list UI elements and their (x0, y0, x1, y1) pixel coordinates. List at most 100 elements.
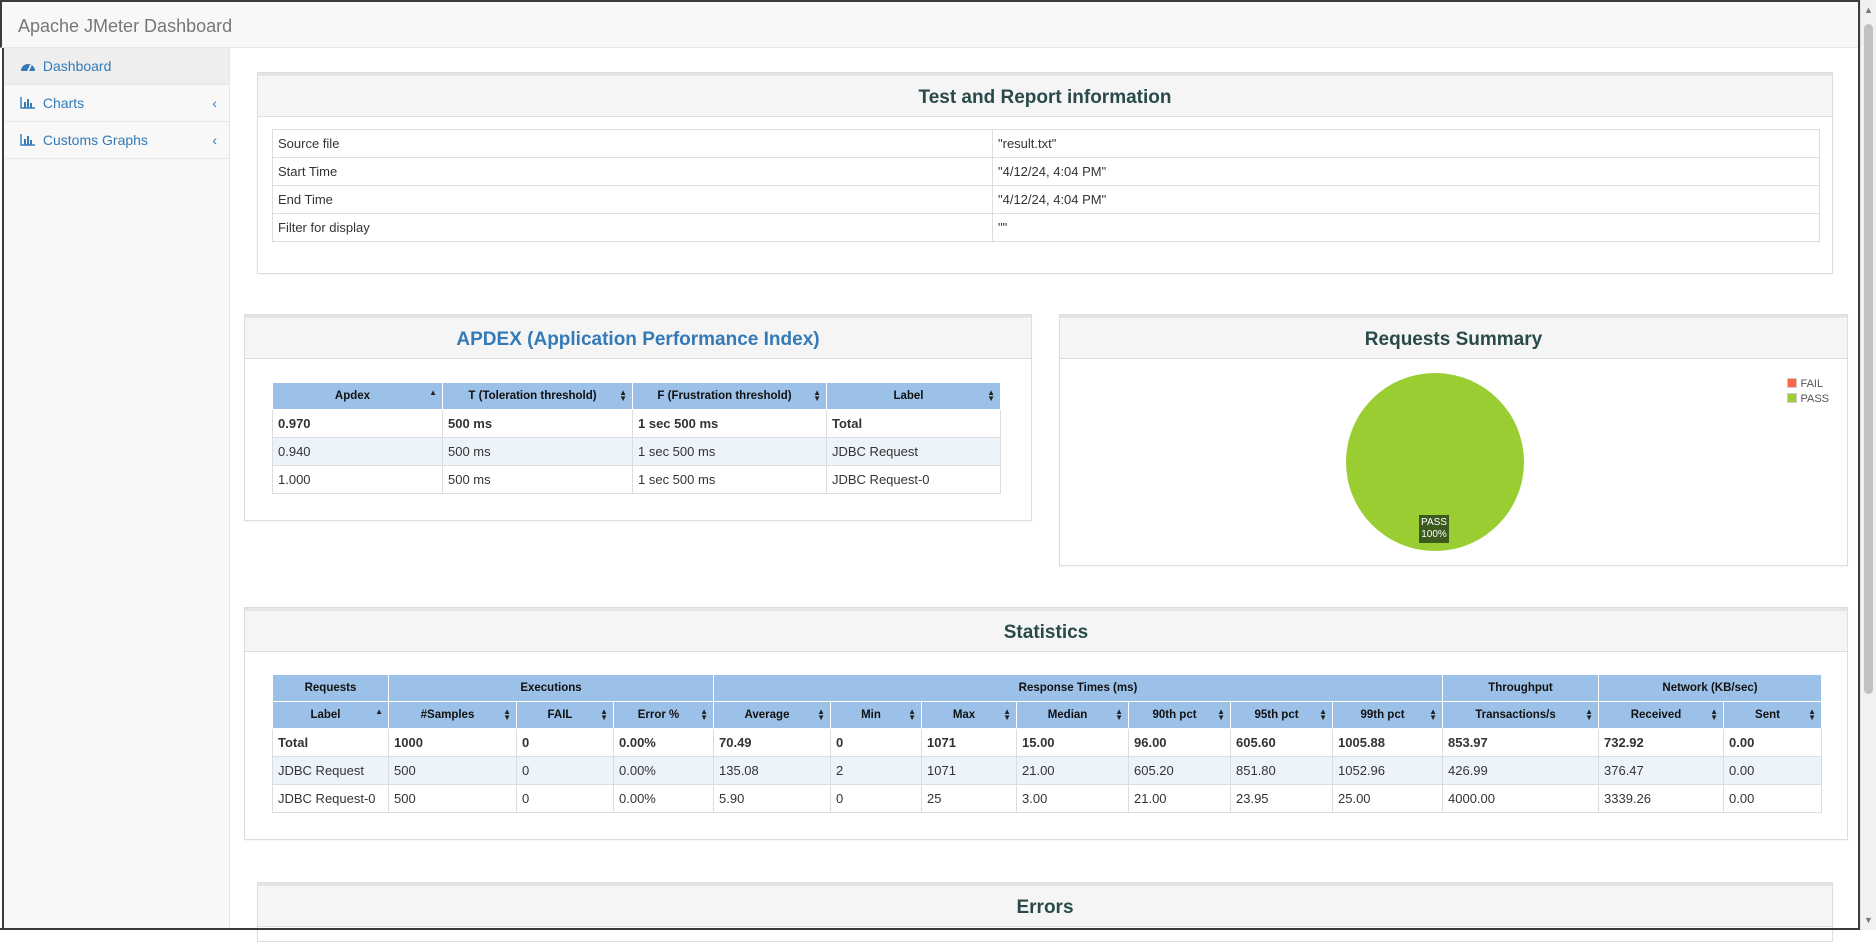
requests-summary-panel: Requests Summary PASS 100% FAIL PASS (1059, 314, 1848, 566)
sort-icon: ▲ ▼ (1429, 707, 1437, 722)
table-cell: Total (826, 409, 1001, 438)
table-cell: 1052.96 (1332, 756, 1443, 785)
sort-icon: ▲ ▼ (908, 707, 916, 722)
sort-icon: ▲ ▼ (1808, 707, 1816, 722)
column-header[interactable]: Median ▲ ▼ (1016, 701, 1129, 729)
column-header[interactable]: Transactions/s ▲ ▼ (1442, 701, 1599, 729)
panel-title: Test and Report information (258, 73, 1832, 117)
table-cell: 2 (830, 756, 922, 785)
scrollbar-thumb[interactable] (1864, 24, 1873, 694)
table-cell: 605.60 (1230, 728, 1333, 757)
table-cell: 5.90 (713, 784, 831, 813)
pie-data-label: PASS 100% (1419, 515, 1449, 543)
scroll-down-icon[interactable]: ▼ (1864, 915, 1873, 925)
column-header[interactable]: 99th pct ▲ ▼ (1332, 701, 1443, 729)
sidebar-item-label: Charts (42, 95, 85, 111)
chart-legend: FAIL PASS (1787, 377, 1829, 407)
table-cell: JDBC Request (826, 437, 1001, 466)
table-row: 0.970 500 ms 1 sec 500 ms Total (272, 409, 1001, 438)
panel-title: Statistics (245, 608, 1847, 652)
table-cell: 0.00% (613, 784, 714, 813)
column-header[interactable]: F (Frustration threshold) ▲ ▼ (632, 382, 827, 410)
info-value: "" (992, 213, 1820, 242)
table-row: 0.940 500 ms 1 sec 500 ms JDBC Request (272, 437, 1001, 466)
column-header[interactable]: Sent ▲ ▼ (1723, 701, 1822, 729)
column-header[interactable]: Apdex ▲ (272, 382, 443, 410)
pie-slice-pass[interactable] (1346, 373, 1524, 551)
table-cell: 500 ms (442, 465, 633, 494)
legend-item-pass[interactable]: PASS (1787, 392, 1829, 407)
table-header-row: Apdex ▲ T (Toleration threshold) ▲ ▼ F (Fru… (272, 382, 1001, 410)
column-header[interactable]: Label ▲ (272, 701, 389, 729)
window-border (0, 928, 1860, 930)
column-header[interactable]: Label ▲ ▼ (826, 382, 1001, 410)
sidebar-item-charts[interactable]: Charts ‹ (4, 85, 229, 122)
table-cell: 25 (921, 784, 1017, 813)
table-cell: 500 (388, 784, 517, 813)
sort-icon: ▲ ▼ (1115, 707, 1123, 722)
bar-chart-icon (20, 97, 35, 109)
column-header[interactable]: 95th pct ▲ ▼ (1230, 701, 1333, 729)
sort-icon: ▲ ▼ (1585, 707, 1593, 722)
column-header[interactable]: Error % ▲ ▼ (613, 701, 714, 729)
sidebar-item-dashboard[interactable]: Dashboard (4, 48, 229, 85)
table-cell: 1000 (388, 728, 517, 757)
table-cell: 1 sec 500 ms (632, 409, 827, 438)
sidebar-item-label: Dashboard (42, 58, 112, 74)
table-cell: 376.47 (1598, 756, 1724, 785)
top-navbar: Apache JMeter Dashboard (0, 0, 1860, 48)
column-header[interactable]: Received ▲ ▼ (1598, 701, 1724, 729)
column-header[interactable]: #Samples ▲ ▼ (388, 701, 517, 729)
sort-asc-icon: ▲ (429, 388, 437, 397)
group-header: Throughput (1442, 674, 1599, 702)
table-cell: 500 ms (442, 409, 633, 438)
scroll-up-icon[interactable]: ▲ (1864, 5, 1873, 15)
table-cell: 0 (830, 728, 922, 757)
vertical-scrollbar[interactable]: ▲ ▼ (1860, 0, 1876, 930)
info-value: "4/12/24, 4:04 PM" (992, 185, 1820, 214)
column-header[interactable]: FAIL ▲ ▼ (516, 701, 614, 729)
table-cell: 851.80 (1230, 756, 1333, 785)
table-cell: 1071 (921, 756, 1017, 785)
table-row: Start Time "4/12/24, 4:04 PM" (272, 157, 1820, 186)
column-header[interactable]: 90th pct ▲ ▼ (1128, 701, 1231, 729)
table-cell: 732.92 (1598, 728, 1724, 757)
sort-icon: ▲ ▼ (700, 707, 708, 722)
sidebar-item-label: Customs Graphs (42, 132, 148, 148)
table-cell: 4000.00 (1442, 784, 1599, 813)
sort-icon: ▲ ▼ (987, 388, 995, 403)
table-row: Source file "result.txt" (272, 129, 1820, 158)
chevron-left-icon[interactable]: ‹ (212, 132, 217, 148)
table-cell: 605.20 (1128, 756, 1231, 785)
table-cell: 3.00 (1016, 784, 1129, 813)
panel-title: Errors (258, 883, 1832, 927)
column-header[interactable]: Max ▲ ▼ (921, 701, 1017, 729)
column-header[interactable]: Average ▲ ▼ (713, 701, 831, 729)
column-header[interactable]: T (Toleration threshold) ▲ ▼ (442, 382, 633, 410)
panel-title: Requests Summary (1060, 315, 1847, 359)
brand-title[interactable]: Apache JMeter Dashboard (18, 16, 233, 36)
table-cell: 0 (516, 756, 614, 785)
errors-panel: Errors (257, 882, 1833, 942)
sort-icon: ▲ ▼ (1710, 707, 1718, 722)
table-cell: 96.00 (1128, 728, 1231, 757)
info-key: Source file (272, 129, 993, 158)
statistics-table: Requests Executions Response Times (ms) … (272, 674, 1822, 813)
window-border (1858, 0, 1860, 930)
legend-item-fail[interactable]: FAIL (1787, 377, 1829, 392)
table-cell: JDBC Request-0 (272, 784, 389, 813)
column-header[interactable]: Min ▲ ▼ (830, 701, 922, 729)
sidebar-item-customs-graphs[interactable]: Customs Graphs ‹ (4, 122, 229, 159)
sort-icon: ▲ ▼ (619, 388, 627, 403)
apdex-table: Apdex ▲ T (Toleration threshold) ▲ ▼ F (Fru… (272, 382, 1001, 494)
requests-summary-pie[interactable] (1345, 372, 1525, 552)
table-row: JDBC Request 500 0 0.00% 135.08 2 1071 21.00 605… (272, 756, 1822, 785)
table-cell: 1 sec 500 ms (632, 437, 827, 466)
table-cell: 23.95 (1230, 784, 1333, 813)
table-cell: JDBC Request (272, 756, 389, 785)
table-cell: 70.49 (713, 728, 831, 757)
apdex-panel: APDEX (Application Performance Index) Ap… (244, 314, 1032, 521)
table-cell: 0.00 (1723, 756, 1822, 785)
chevron-left-icon[interactable]: ‹ (212, 95, 217, 111)
group-header: Network (KB/sec) (1598, 674, 1822, 702)
